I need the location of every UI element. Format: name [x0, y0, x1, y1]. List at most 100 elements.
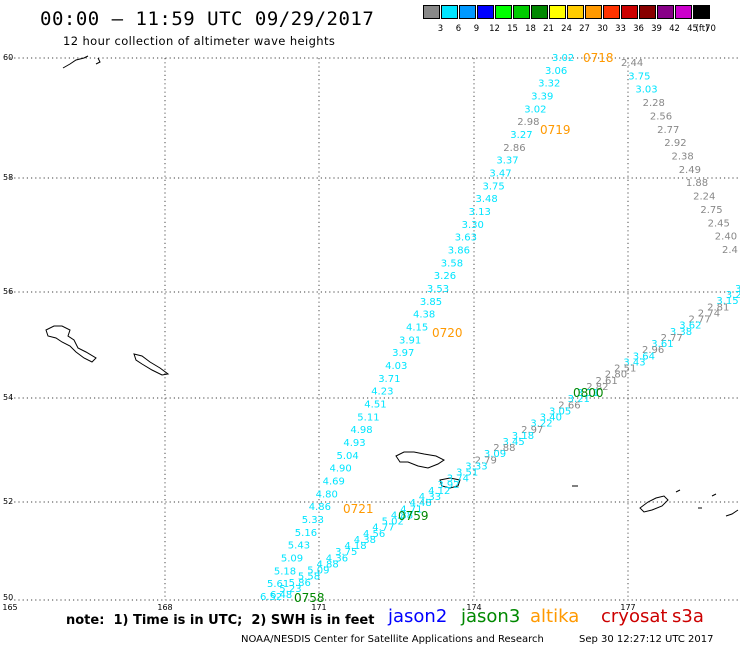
- footer-note: note: 1) Time is in UTC; 2) SWH is in fe…: [66, 613, 375, 628]
- swh-label-diagonal: 3.21: [568, 394, 590, 405]
- map-grid: 165 168 171 174 177 50 52 54 56 58 60: [2, 53, 740, 612]
- swh-label-diagonal: 4.48: [410, 498, 432, 509]
- swh-label-ascending: 2.98: [517, 117, 539, 128]
- legend-unit: (ft): [695, 24, 709, 34]
- swh-label-diagonal: 2.80: [605, 370, 627, 381]
- swh-label-descending: 2.49: [679, 165, 701, 176]
- swh-label-diagonal: 4.88: [391, 510, 413, 521]
- swh-label-diagonal: 2.82: [586, 382, 608, 393]
- legend-label-9: 9: [473, 24, 480, 34]
- legend-label-70: 70: [705, 24, 716, 34]
- coastline-rat-islands: [675, 489, 739, 517]
- swh-label-ascending: 3.39: [531, 92, 553, 103]
- legend-label-42: 42: [669, 24, 680, 34]
- legend-swatch-24: [549, 5, 566, 19]
- swh-label-diagonal: 4.71: [400, 504, 422, 515]
- legend-swatch-33: [603, 5, 620, 19]
- time-label-0718: 0718: [583, 51, 614, 65]
- swh-label-diagonal: 5.02: [382, 517, 404, 528]
- legend-swatch-9: [459, 5, 476, 19]
- swh-label-descending: 2.92: [664, 138, 686, 149]
- swh-label-ascending: 5.09: [281, 554, 303, 565]
- swh-label-ascending: 5.16: [295, 528, 317, 539]
- swh-label-diagonal: 3.40: [540, 413, 562, 424]
- legend-swatch-45: [675, 5, 692, 19]
- legend-swatch-18: [513, 5, 530, 19]
- swh-label-diagonal: 2.96: [642, 345, 664, 356]
- swh-label-diagonal: 4.12: [428, 486, 450, 497]
- swh-label-diagonal: 2.61: [596, 376, 618, 387]
- legend-swatch-27: [567, 5, 584, 19]
- lat-tick-50: 50: [3, 593, 13, 602]
- legend-swatch-6: [441, 5, 458, 19]
- legend-label-33: 33: [615, 24, 626, 34]
- swh-label-ascending: 3.13: [469, 207, 491, 218]
- swh-label-diagonal: 3.29: [726, 290, 740, 301]
- swh-label-ascending: 5.33: [302, 515, 324, 526]
- swh-label-diagonal: 3.92: [437, 480, 459, 491]
- swh-label-ascending: 3.26: [434, 271, 456, 282]
- time-label-0720: 0720: [432, 326, 463, 340]
- lon-tick-174: 174: [466, 603, 481, 612]
- swh-label-descending: 2.44: [621, 58, 643, 69]
- swh-label-descending: 2.45: [708, 218, 730, 229]
- swh-label-descending: 2.75: [700, 205, 722, 216]
- swh-label-descending: 2.38: [672, 152, 694, 163]
- legend-swatch-3: [423, 5, 440, 19]
- legend-label-27: 27: [579, 24, 590, 34]
- swh-label-ascending: 4.51: [364, 400, 386, 411]
- swh-label-ascending: 4.38: [413, 310, 435, 321]
- swh-label-diagonal: 5.23: [279, 584, 301, 595]
- lat-tick-56: 56: [3, 287, 13, 296]
- swh-label-ascending: 4.86: [309, 502, 331, 513]
- swh-label-ascending: 3.30: [462, 220, 484, 231]
- swh-label-diagonal: 5.58: [298, 572, 320, 583]
- time-label-0759: 0759: [398, 509, 429, 523]
- legend-label-39: 39: [651, 24, 662, 34]
- swh-label-ascending: 4.15: [406, 323, 428, 334]
- swh-label-ascending: 3.91: [399, 335, 421, 346]
- legend-swatch-39: [639, 5, 656, 19]
- swh-label-diagonal: 6.48: [270, 590, 292, 601]
- swh-label-ascending: 5.04: [337, 451, 359, 462]
- legend-swatch-42: [657, 5, 674, 19]
- swh-label-diagonal: 2.97: [521, 425, 543, 436]
- swh-label-descending: 3.03: [635, 85, 657, 96]
- swh-label-descending: 2.56: [650, 111, 672, 122]
- swh-label-ascending: 3.53: [427, 284, 449, 295]
- time-labels: 0718 0719 0720 0721 0800 0759 0758: [294, 51, 614, 605]
- swh-label-descending: 2.28: [643, 98, 665, 109]
- swh-label-diagonal: 2.51: [614, 364, 636, 375]
- swh-label-ascending: 5.18: [274, 566, 296, 577]
- swh-label-ascending: 4.23: [371, 387, 393, 398]
- satellite-altika: altika: [530, 606, 580, 627]
- swh-label-diagonal: 2.79: [475, 455, 497, 466]
- swh-label-ascending: 3.27: [510, 130, 532, 141]
- map-subtitle: 12 hour collection of altimeter wave hei…: [63, 34, 336, 48]
- coastline-kamchatka-edge: [62, 55, 101, 69]
- coastline-bering-island: [45, 325, 97, 363]
- legend-swatch-70: [693, 5, 710, 19]
- swh-label-ascending: 4.03: [385, 361, 407, 372]
- swh-label-ascending: 3.86: [448, 246, 470, 257]
- swh-label-ascending: 4.93: [343, 438, 365, 449]
- legend-label-45: 45: [687, 24, 698, 34]
- satellite-jason2: jason2: [388, 606, 448, 627]
- legend-label-24: 24: [561, 24, 572, 34]
- swh-label-ascending: 3.85: [420, 297, 442, 308]
- swh-label-ascending: 3.63: [455, 233, 477, 244]
- swh-label-diagonal: 3.33: [465, 462, 487, 473]
- satellite-cryosat: cryosat: [601, 606, 668, 627]
- swh-label-diagonal: 3.15: [716, 296, 738, 307]
- lat-tick-52: 52: [3, 497, 13, 506]
- legend-swatch-12: [477, 5, 494, 19]
- swh-label-ascending: 3.02: [524, 104, 546, 115]
- swh-label-descending: 2.24: [693, 192, 715, 203]
- lon-tick-171: 171: [311, 603, 326, 612]
- swh-label-diagonal: 5.09: [307, 566, 329, 577]
- swh-label-descending: 1.88: [686, 178, 708, 189]
- swh-label-ascending: 3.71: [378, 374, 400, 385]
- swh-label-ascending: 3.48: [476, 194, 498, 205]
- swh-label-ascending: 2.86: [503, 143, 525, 154]
- swh-label-diagonal: 3.09: [484, 449, 506, 460]
